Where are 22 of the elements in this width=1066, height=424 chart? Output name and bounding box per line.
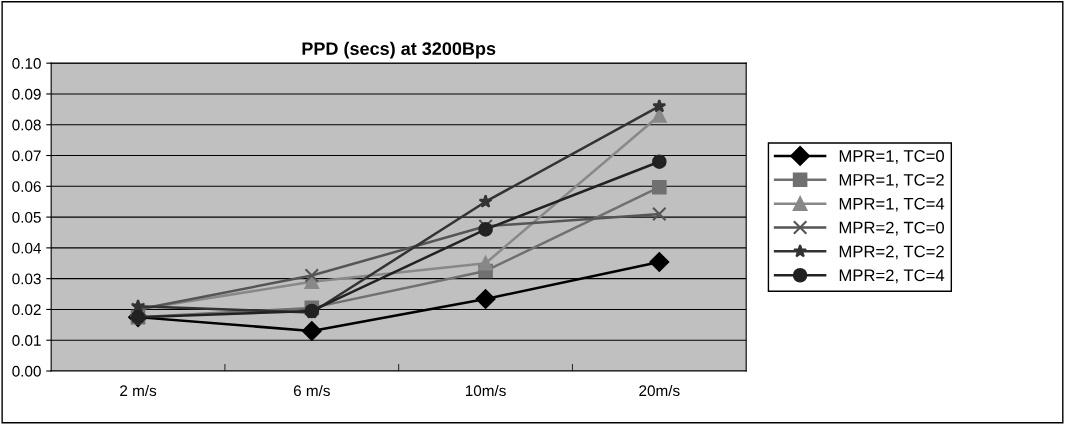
x-tick-label: 20m/s [639,384,680,397]
y-tick-label: 0.08 [12,119,41,131]
y-tick-label: 0.10 [12,58,41,69]
y-tick-label: 0.06 [12,181,41,192]
y-tick-label: 0.05 [12,211,41,223]
legend-label: MPR=2, TC=0 [839,221,945,236]
y-tick-label: 0.07 [12,150,41,162]
legend-label: MPR=1, TC=0 [839,150,945,164]
x-tick-label: 2 m/s [120,384,157,397]
x-tick-label: 6 m/s [293,384,330,397]
y-tick-label: 0.09 [12,88,41,100]
y-tick-label: 0.00 [12,365,41,377]
y-tick-label: 0.02 [12,304,41,316]
y-tick-label: 0.04 [12,242,41,254]
legend-label: MPR=1, TC=2 [839,173,944,188]
chart-title: PPD (secs) at 3200Bps [302,41,496,59]
x-tick-label: 10m/s [465,384,506,397]
y-tick-label: 0.01 [12,335,41,346]
legend-label: MPR=2, TC=2 [839,245,944,260]
legend-label: MPR=1, TC=4 [839,197,945,212]
y-tick-label: 0.03 [12,273,41,285]
legend-label: MPR=2, TC=4 [839,269,945,284]
